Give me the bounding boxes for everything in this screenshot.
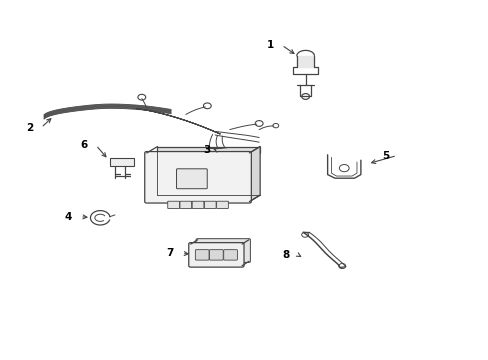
- Text: 5: 5: [381, 150, 388, 161]
- Text: 6: 6: [81, 140, 88, 150]
- Polygon shape: [249, 147, 260, 202]
- Text: 2: 2: [26, 123, 33, 133]
- FancyBboxPatch shape: [188, 243, 244, 267]
- Polygon shape: [296, 56, 314, 67]
- FancyBboxPatch shape: [223, 250, 237, 260]
- FancyBboxPatch shape: [192, 201, 203, 208]
- FancyBboxPatch shape: [216, 201, 228, 208]
- Text: 7: 7: [166, 248, 174, 258]
- Text: 8: 8: [282, 249, 289, 260]
- FancyBboxPatch shape: [180, 201, 191, 208]
- Text: 1: 1: [266, 40, 273, 50]
- FancyBboxPatch shape: [144, 152, 251, 203]
- FancyBboxPatch shape: [176, 169, 207, 189]
- FancyBboxPatch shape: [195, 250, 209, 260]
- FancyBboxPatch shape: [196, 239, 250, 262]
- Bar: [110, 158, 134, 166]
- FancyBboxPatch shape: [167, 201, 179, 208]
- Text: 4: 4: [65, 212, 72, 222]
- FancyBboxPatch shape: [204, 201, 216, 208]
- FancyBboxPatch shape: [209, 250, 223, 260]
- Polygon shape: [157, 147, 260, 153]
- Text: 3: 3: [203, 145, 210, 156]
